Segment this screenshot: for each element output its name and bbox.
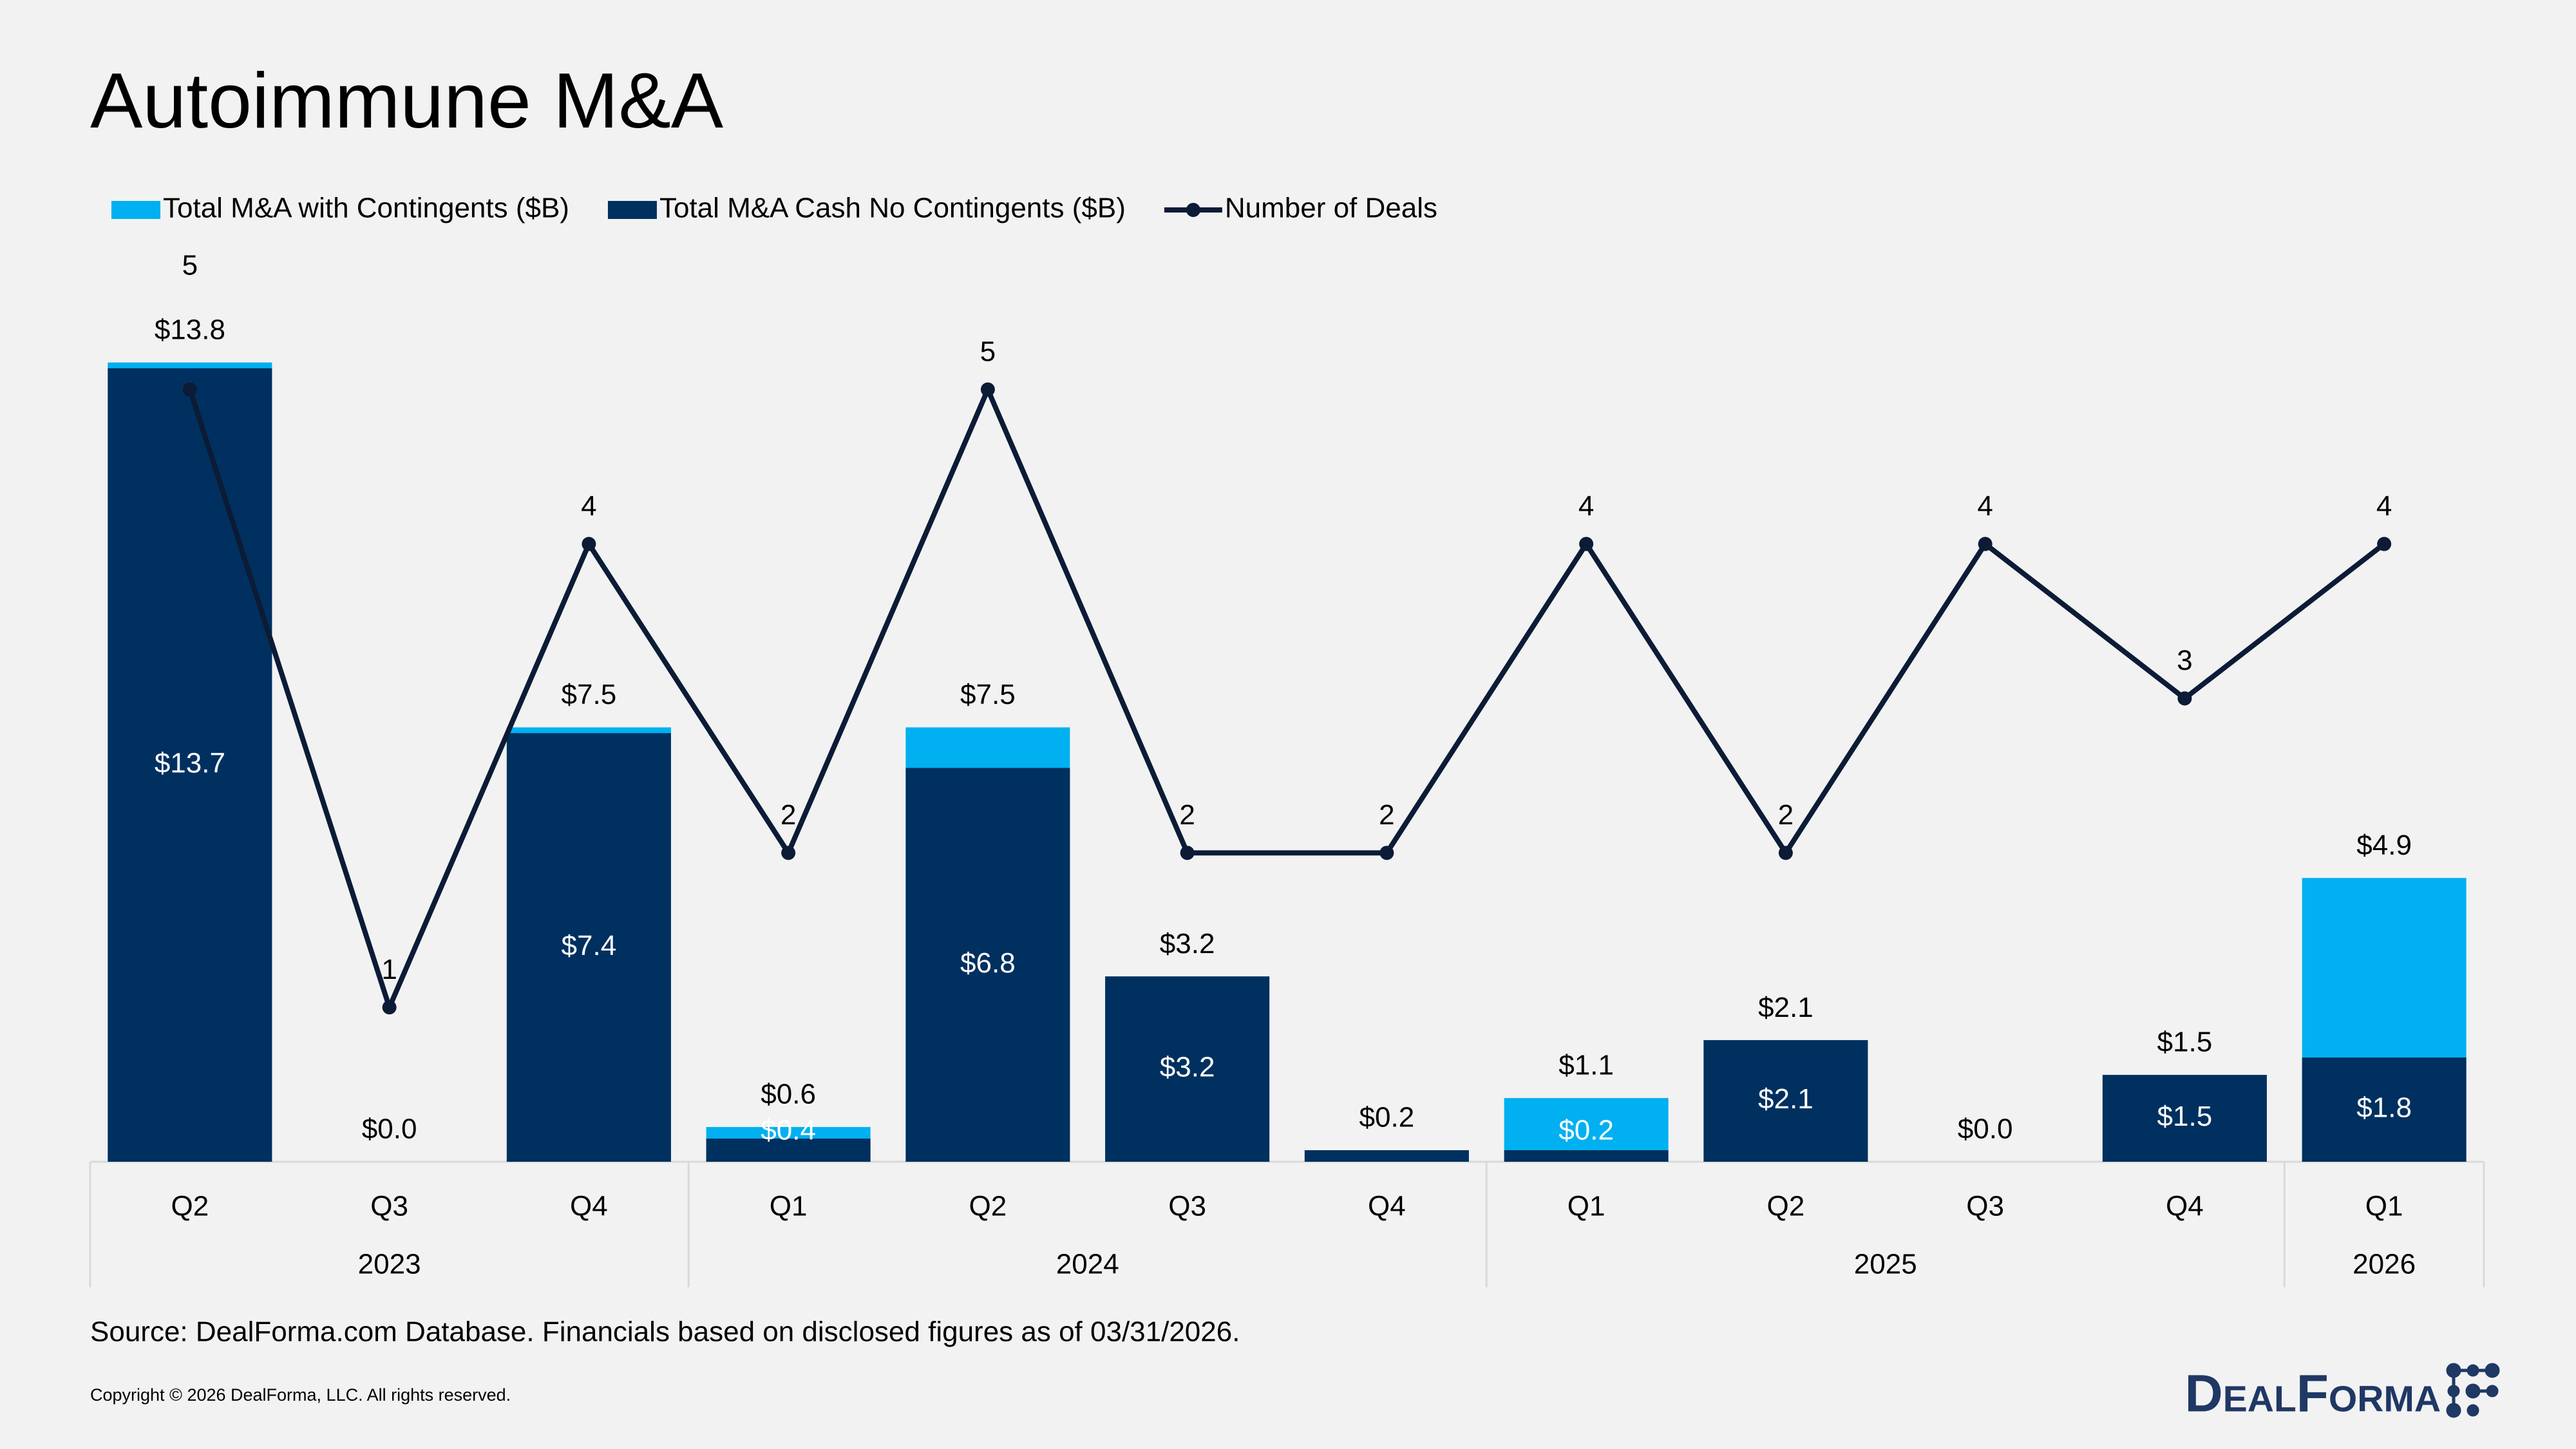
source-note: Source: DealForma.com Database. Financia… <box>90 1316 1240 1348</box>
data-label: 4 <box>581 490 596 522</box>
x-tick-label: Q2 <box>1767 1191 1805 1222</box>
data-label: 4 <box>2376 490 2392 522</box>
data-label: $4.9 <box>2356 829 2412 861</box>
x-tick-label: Q3 <box>1168 1191 1206 1222</box>
chart-title: Autoimmune M&A <box>90 57 724 144</box>
data-label: 4 <box>1578 490 1594 522</box>
x-tick-label: Q3 <box>370 1191 408 1222</box>
legend-swatch <box>1186 203 1200 217</box>
data-label: 5 <box>182 249 198 281</box>
line-point <box>1379 846 1394 860</box>
x-tick-label: Q4 <box>2166 1191 2204 1222</box>
bar <box>2302 1057 2467 1162</box>
data-label: 2 <box>1379 799 1394 831</box>
x-tick-label: Q4 <box>570 1191 608 1222</box>
bar <box>1504 1150 1669 1162</box>
line-point <box>1180 846 1195 860</box>
data-label: 1 <box>381 954 397 985</box>
legend-swatch <box>607 201 657 219</box>
group-label: 2025 <box>1854 1249 1917 1280</box>
data-label: $2.1 <box>1758 992 1814 1023</box>
legend-item: Number of Deals <box>1164 193 1437 224</box>
bar <box>2102 1075 2267 1162</box>
group-label: 2023 <box>358 1249 421 1280</box>
data-label: 4 <box>1977 490 1993 522</box>
data-label: $0.2 <box>1359 1102 1415 1133</box>
x-tick-label: Q1 <box>2365 1191 2403 1222</box>
line-point <box>781 846 796 860</box>
data-label: $3.2 <box>1160 928 1215 960</box>
bar <box>905 768 1070 1162</box>
legend-label: Number of Deals <box>1225 193 1437 224</box>
data-label: 2 <box>1179 799 1195 831</box>
logo[interactable]: DealForma <box>2185 1365 2441 1423</box>
bar <box>108 368 272 1162</box>
x-tick-label: Q2 <box>171 1191 209 1222</box>
legend-item: Total M&A with Contingents ($B) <box>111 193 569 224</box>
bar <box>1703 1040 1868 1162</box>
data-label: $0.2 <box>1558 1115 1614 1146</box>
data-label: 2 <box>1778 799 1794 831</box>
line-point <box>2177 691 2192 706</box>
line-point <box>182 382 197 397</box>
data-label: $3.2 <box>1160 1052 1215 1083</box>
x-tick-label: Q4 <box>1368 1191 1406 1222</box>
data-label: $7.5 <box>562 679 617 710</box>
data-label: 5 <box>980 336 996 367</box>
data-label: $1.5 <box>2157 1027 2213 1058</box>
data-label: $7.4 <box>562 930 617 961</box>
bar <box>1304 1150 1469 1162</box>
line-point <box>582 536 596 551</box>
group-label: 2024 <box>1056 1249 1119 1280</box>
line <box>187 386 2386 1010</box>
line-point <box>980 382 995 397</box>
bar <box>1105 976 1270 1162</box>
data-label: $13.8 <box>155 314 225 345</box>
line-point <box>1579 536 1594 551</box>
data-label: $0.4 <box>761 1115 816 1146</box>
data-label: 2 <box>781 799 796 831</box>
group-label: 2026 <box>2353 1249 2416 1280</box>
data-label: $7.5 <box>960 679 1016 710</box>
data-label: $1.1 <box>1558 1050 1614 1081</box>
logo-icon <box>2446 1363 2500 1418</box>
line-point <box>382 1000 397 1015</box>
legend-swatch <box>111 201 160 219</box>
copyright: Copyright © 2026 DealForma, LLC. All rig… <box>90 1385 511 1405</box>
line-point <box>1978 536 1993 551</box>
data-label: $0.0 <box>1958 1113 2013 1145</box>
bar <box>506 733 671 1162</box>
x-tick-label: Q3 <box>1966 1191 2004 1222</box>
data-label: $1.8 <box>2356 1092 2412 1124</box>
data-label: $2.1 <box>1758 1083 1814 1115</box>
data-label: 3 <box>2177 645 2192 676</box>
legend-item: Total M&A Cash No Contingents ($B) <box>607 193 1126 224</box>
legend-label: Total M&A with Contingents ($B) <box>163 193 569 224</box>
line-point <box>1778 846 1793 860</box>
x-tick-label: Q1 <box>770 1191 808 1222</box>
data-label: $6.8 <box>960 947 1016 979</box>
data-label: $13.7 <box>155 748 225 779</box>
x-tick-label: Q2 <box>969 1191 1007 1222</box>
x-tick-label: Q1 <box>1567 1191 1605 1222</box>
data-label: $1.5 <box>2157 1101 2213 1132</box>
data-label: $0.6 <box>761 1079 816 1110</box>
line-point <box>2377 536 2392 551</box>
legend-label: Total M&A Cash No Contingents ($B) <box>659 193 1126 224</box>
data-label: $0.0 <box>362 1113 417 1145</box>
bar <box>706 1139 871 1162</box>
